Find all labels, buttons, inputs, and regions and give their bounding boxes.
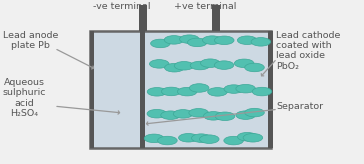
Circle shape <box>214 36 234 45</box>
Circle shape <box>147 88 167 96</box>
Bar <box>212 0 220 31</box>
Text: -ve terminal: -ve terminal <box>94 2 151 11</box>
Circle shape <box>201 59 220 67</box>
Circle shape <box>208 88 227 96</box>
Circle shape <box>237 36 257 44</box>
Circle shape <box>179 133 198 142</box>
Circle shape <box>252 87 272 96</box>
Circle shape <box>245 63 264 72</box>
Circle shape <box>158 136 177 145</box>
Bar <box>140 31 145 147</box>
Circle shape <box>251 38 271 46</box>
Circle shape <box>245 108 264 117</box>
Circle shape <box>215 112 235 121</box>
Circle shape <box>191 134 211 142</box>
Circle shape <box>189 84 209 92</box>
Circle shape <box>187 38 207 47</box>
Circle shape <box>237 133 257 141</box>
Bar <box>268 31 273 147</box>
Circle shape <box>144 134 164 143</box>
Circle shape <box>151 39 170 48</box>
Text: Lead anode
plate Pb: Lead anode plate Pb <box>3 31 58 50</box>
Circle shape <box>174 62 194 70</box>
Circle shape <box>150 60 169 68</box>
Circle shape <box>189 109 209 117</box>
Circle shape <box>162 87 181 96</box>
Circle shape <box>161 111 181 119</box>
Circle shape <box>164 36 184 44</box>
Circle shape <box>179 35 199 43</box>
Circle shape <box>165 63 184 72</box>
Circle shape <box>202 36 222 44</box>
Bar <box>139 0 147 31</box>
Circle shape <box>224 136 244 145</box>
Circle shape <box>190 61 210 70</box>
Text: Separator: Separator <box>276 102 323 111</box>
Circle shape <box>177 87 197 96</box>
Text: Lead cathode
coated with
lead oxide
PbO₂: Lead cathode coated with lead oxide PbO₂ <box>276 31 341 71</box>
Circle shape <box>236 84 256 93</box>
Circle shape <box>173 110 193 118</box>
Circle shape <box>203 112 223 120</box>
Text: Aqueous
sulphuric
acid
H₂SO₄: Aqueous sulphuric acid H₂SO₄ <box>3 78 46 118</box>
Circle shape <box>224 85 244 93</box>
Circle shape <box>243 133 263 142</box>
Circle shape <box>147 109 167 118</box>
Circle shape <box>234 59 254 68</box>
Circle shape <box>199 135 219 144</box>
Bar <box>90 31 271 147</box>
Text: +ve terminal: +ve terminal <box>174 2 237 11</box>
Bar <box>90 31 94 147</box>
Circle shape <box>214 61 234 69</box>
Circle shape <box>236 111 256 119</box>
